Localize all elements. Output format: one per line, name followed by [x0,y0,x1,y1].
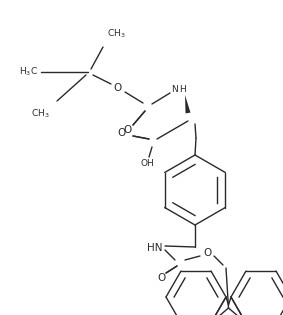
Text: O: O [203,248,211,258]
Text: O: O [157,273,165,283]
Polygon shape [185,95,190,113]
Text: O: O [118,128,126,138]
Text: O: O [114,83,122,93]
Text: N: N [171,85,178,94]
Text: CH$_3$: CH$_3$ [31,107,50,119]
Text: CH$_3$: CH$_3$ [107,27,126,40]
Text: H: H [180,85,186,94]
Text: H$_3$C: H$_3$C [19,66,38,78]
Text: OH: OH [140,158,154,168]
Text: O: O [124,125,132,135]
Text: HN: HN [147,243,162,253]
